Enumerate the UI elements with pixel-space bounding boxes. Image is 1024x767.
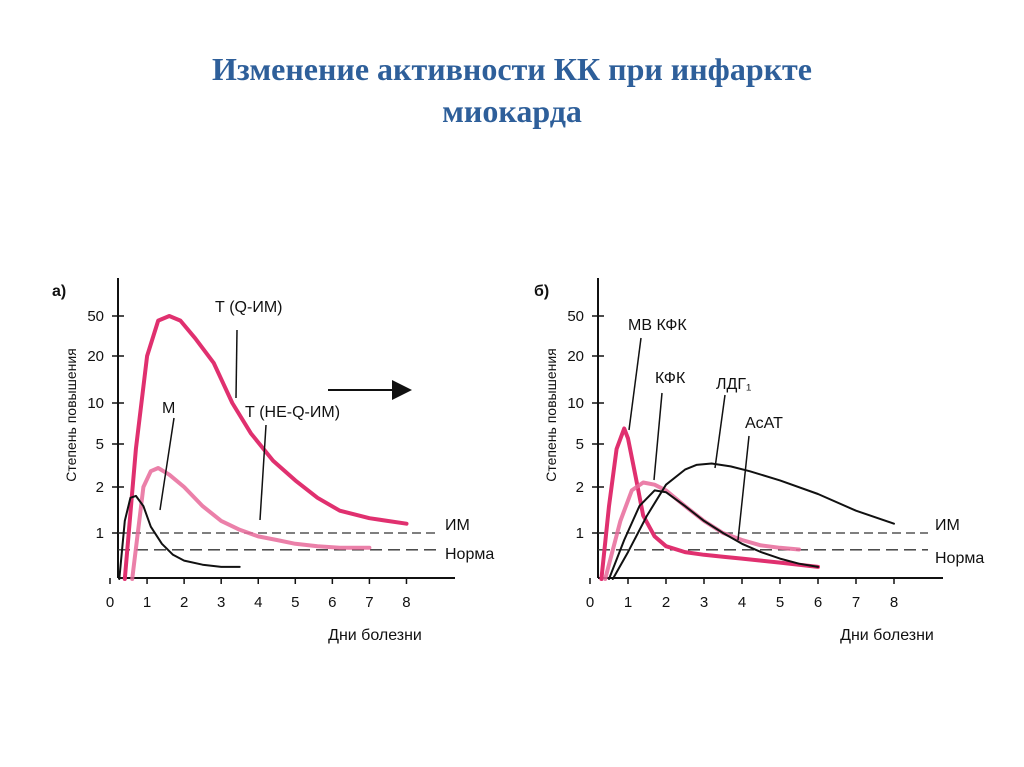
panel-b-y-tick-label: 50 [567, 308, 584, 325]
panel-b-x-tick-label: 4 [738, 594, 746, 611]
panel-b-series-лдг- [611, 462, 895, 580]
panel-a-ref-im-label: ИМ [445, 517, 470, 534]
panel-a-annotation-leader [235, 329, 238, 399]
panel-b-ylabel: Степень повышения [543, 348, 559, 481]
panel-a-y-tick-label: 2 [96, 479, 104, 496]
panel-a-x-tick-label: 2 [180, 594, 188, 611]
panel-b-y-tick-label: 10 [567, 395, 584, 412]
panel-b-x-tick-label: 3 [700, 594, 708, 611]
annotation-m: М [162, 400, 175, 417]
panel-b-x-tick-label: 6 [814, 594, 822, 611]
panel-b-series-асат [608, 489, 819, 580]
panel-a-label: а) [52, 283, 66, 300]
slide-title: Изменение активности КК при инфаркте мио… [0, 48, 1024, 132]
panel-a-ylabel: Степень повышения [63, 348, 79, 481]
panel-b-x-tick-label: 5 [776, 594, 784, 611]
panel-a-x-tick-label: 4 [254, 594, 262, 611]
annotation-asat: АсАТ [745, 415, 783, 432]
panel-a-y-tick-label: 1 [96, 525, 104, 542]
panel-a-series-м [118, 494, 241, 580]
panel-b-annotation-leader [714, 394, 726, 469]
annotation-t-q-im: Т (Q-ИМ) [215, 299, 282, 316]
panel-a-x-tick-label: 0 [106, 594, 114, 611]
panel-a-annotation-leader [159, 417, 175, 511]
panel-a-x-tick-label: 5 [291, 594, 299, 611]
panel-a-series-т-не-q-им- [130, 466, 372, 581]
panel-b-label: б) [534, 283, 549, 300]
panel-b-ref-im-label: ИМ [935, 517, 960, 534]
slide-title-line-2: миокарда [442, 93, 582, 129]
slide-title-line-1: Изменение активности КК при инфаркте [212, 51, 812, 87]
panel-a-x-tick-label: 6 [328, 594, 336, 611]
panel-a-x-tick-label: 1 [143, 594, 151, 611]
panel-b-x-tick-label: 2 [662, 594, 670, 611]
annotation-kfk: КФК [655, 370, 686, 387]
annotation-ldg1: ЛДГ₁ [716, 376, 751, 393]
panel-b-y-tick-label: 5 [576, 436, 584, 453]
panel-b-ref-norma-label: Норма [935, 550, 984, 567]
panel-a-y-tick-label: 10 [87, 395, 104, 412]
panel-b-annotation-leader [628, 337, 642, 431]
panel-b-x-tick-label: 0 [586, 594, 594, 611]
panel-b-y-tick-label: 20 [567, 348, 584, 365]
panel-b-annotation-leader [737, 435, 750, 541]
panel-a-y-tick-label: 5 [96, 436, 104, 453]
panel-a-annotation-leader [259, 424, 267, 521]
panel-b-series-mb-кфк [599, 426, 820, 581]
panel-a-y-tick-label: 20 [87, 348, 104, 365]
panel-b-series-кфк [603, 480, 801, 581]
panel-b-xlabel: Дни болезни [840, 627, 934, 644]
panel-b-x-tick-label: 7 [852, 594, 860, 611]
panel-a-y-tick-label: 50 [87, 308, 104, 325]
panel-b-x-tick-label: 1 [624, 594, 632, 611]
panel-b-annotation-leader [653, 392, 663, 481]
panel-b-x-tick-label: 8 [890, 594, 898, 611]
panel-b-y-tick-label: 1 [576, 525, 584, 542]
panel-a-x-tick-label: 8 [402, 594, 410, 611]
annotation-t-ne-q-im: Т (НЕ-Q-ИМ) [245, 404, 340, 421]
panel-a-series-т-q-им- [122, 314, 409, 581]
panel-b-y-tick-label: 2 [576, 479, 584, 496]
panel-a-x-tick-label: 7 [365, 594, 373, 611]
annotation-mb-kfk: MB КФК [628, 317, 687, 334]
panel-a-ref-norma-label: Норма [445, 546, 494, 563]
panel-a-xlabel: Дни болезни [328, 627, 422, 644]
panel-a-x-tick-label: 3 [217, 594, 225, 611]
